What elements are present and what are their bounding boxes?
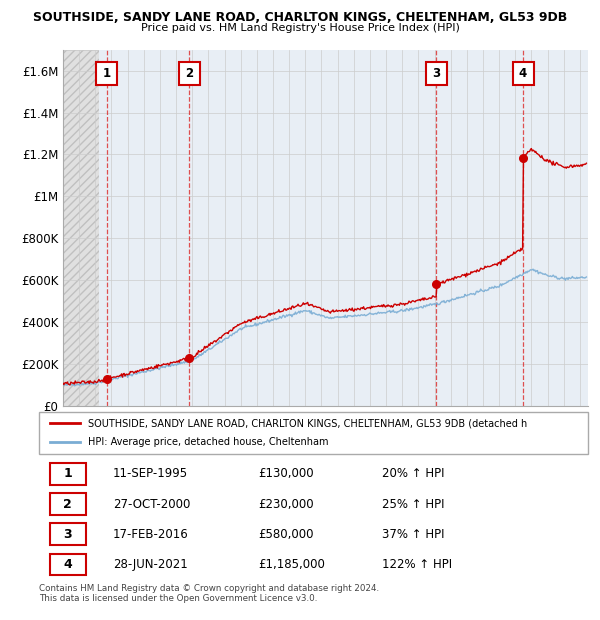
Text: SOUTHSIDE, SANDY LANE ROAD, CHARLTON KINGS, CHELTENHAM, GL53 9DB: SOUTHSIDE, SANDY LANE ROAD, CHARLTON KIN… xyxy=(33,11,567,24)
FancyBboxPatch shape xyxy=(96,62,117,85)
FancyBboxPatch shape xyxy=(426,62,447,85)
Text: £1,185,000: £1,185,000 xyxy=(259,558,325,571)
Text: 1: 1 xyxy=(103,67,110,80)
Bar xyxy=(63,50,98,406)
Text: £230,000: £230,000 xyxy=(259,498,314,511)
FancyBboxPatch shape xyxy=(39,412,588,454)
FancyBboxPatch shape xyxy=(179,62,200,85)
Text: 27-OCT-2000: 27-OCT-2000 xyxy=(113,498,190,511)
FancyBboxPatch shape xyxy=(50,463,86,485)
Text: HPI: Average price, detached house, Cheltenham: HPI: Average price, detached house, Chel… xyxy=(88,438,329,448)
FancyBboxPatch shape xyxy=(50,523,86,545)
Text: SOUTHSIDE, SANDY LANE ROAD, CHARLTON KINGS, CHELTENHAM, GL53 9DB (detached h: SOUTHSIDE, SANDY LANE ROAD, CHARLTON KIN… xyxy=(88,418,527,428)
Text: 20% ↑ HPI: 20% ↑ HPI xyxy=(382,467,445,481)
Text: 4: 4 xyxy=(519,67,527,80)
Text: £580,000: £580,000 xyxy=(259,528,314,541)
Text: 3: 3 xyxy=(433,67,440,80)
FancyBboxPatch shape xyxy=(50,494,86,515)
Text: 3: 3 xyxy=(64,528,72,541)
Text: 17-FEB-2016: 17-FEB-2016 xyxy=(113,528,189,541)
Text: £130,000: £130,000 xyxy=(259,467,314,481)
FancyBboxPatch shape xyxy=(50,554,86,575)
Text: 37% ↑ HPI: 37% ↑ HPI xyxy=(382,528,445,541)
Text: 4: 4 xyxy=(64,558,72,571)
Text: 2: 2 xyxy=(64,498,72,511)
Text: 2: 2 xyxy=(185,67,193,80)
FancyBboxPatch shape xyxy=(512,62,533,85)
Text: 28-JUN-2021: 28-JUN-2021 xyxy=(113,558,188,571)
Text: 25% ↑ HPI: 25% ↑ HPI xyxy=(382,498,445,511)
Text: 122% ↑ HPI: 122% ↑ HPI xyxy=(382,558,452,571)
Text: 11-SEP-1995: 11-SEP-1995 xyxy=(113,467,188,481)
Text: Price paid vs. HM Land Registry's House Price Index (HPI): Price paid vs. HM Land Registry's House … xyxy=(140,23,460,33)
Text: 1: 1 xyxy=(64,467,72,481)
Text: Contains HM Land Registry data © Crown copyright and database right 2024.
This d: Contains HM Land Registry data © Crown c… xyxy=(39,584,379,603)
